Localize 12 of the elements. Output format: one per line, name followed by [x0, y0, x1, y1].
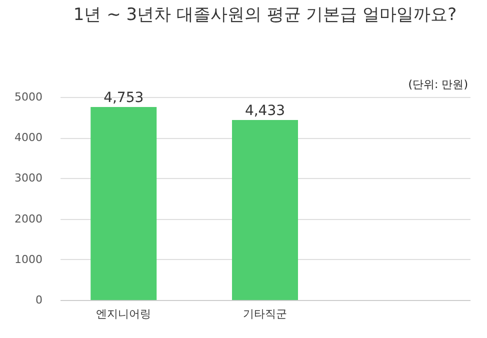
- text: (단위: 만원): [408, 78, 468, 91]
- y-tick-label: 3000: [14, 172, 42, 185]
- y-tick-label: 5000: [14, 90, 42, 104]
- x-tick-label: 기타직군: [243, 308, 287, 320]
- y-tick-label: 2000: [14, 212, 42, 226]
- y-tick-label: 1000: [14, 252, 42, 266]
- y-tick-label: 0: [36, 294, 42, 306]
- data-label: 4,753: [104, 90, 144, 106]
- x-tick-label: 엔지니어링: [96, 308, 152, 320]
- chart-title: 1년 ~ 3년차 대졸사원의 평균 기본급 얼마일까요?: [73, 5, 457, 25]
- data-label: 4,433: [244, 103, 286, 120]
- y-tick-label: 4000: [14, 131, 42, 144]
